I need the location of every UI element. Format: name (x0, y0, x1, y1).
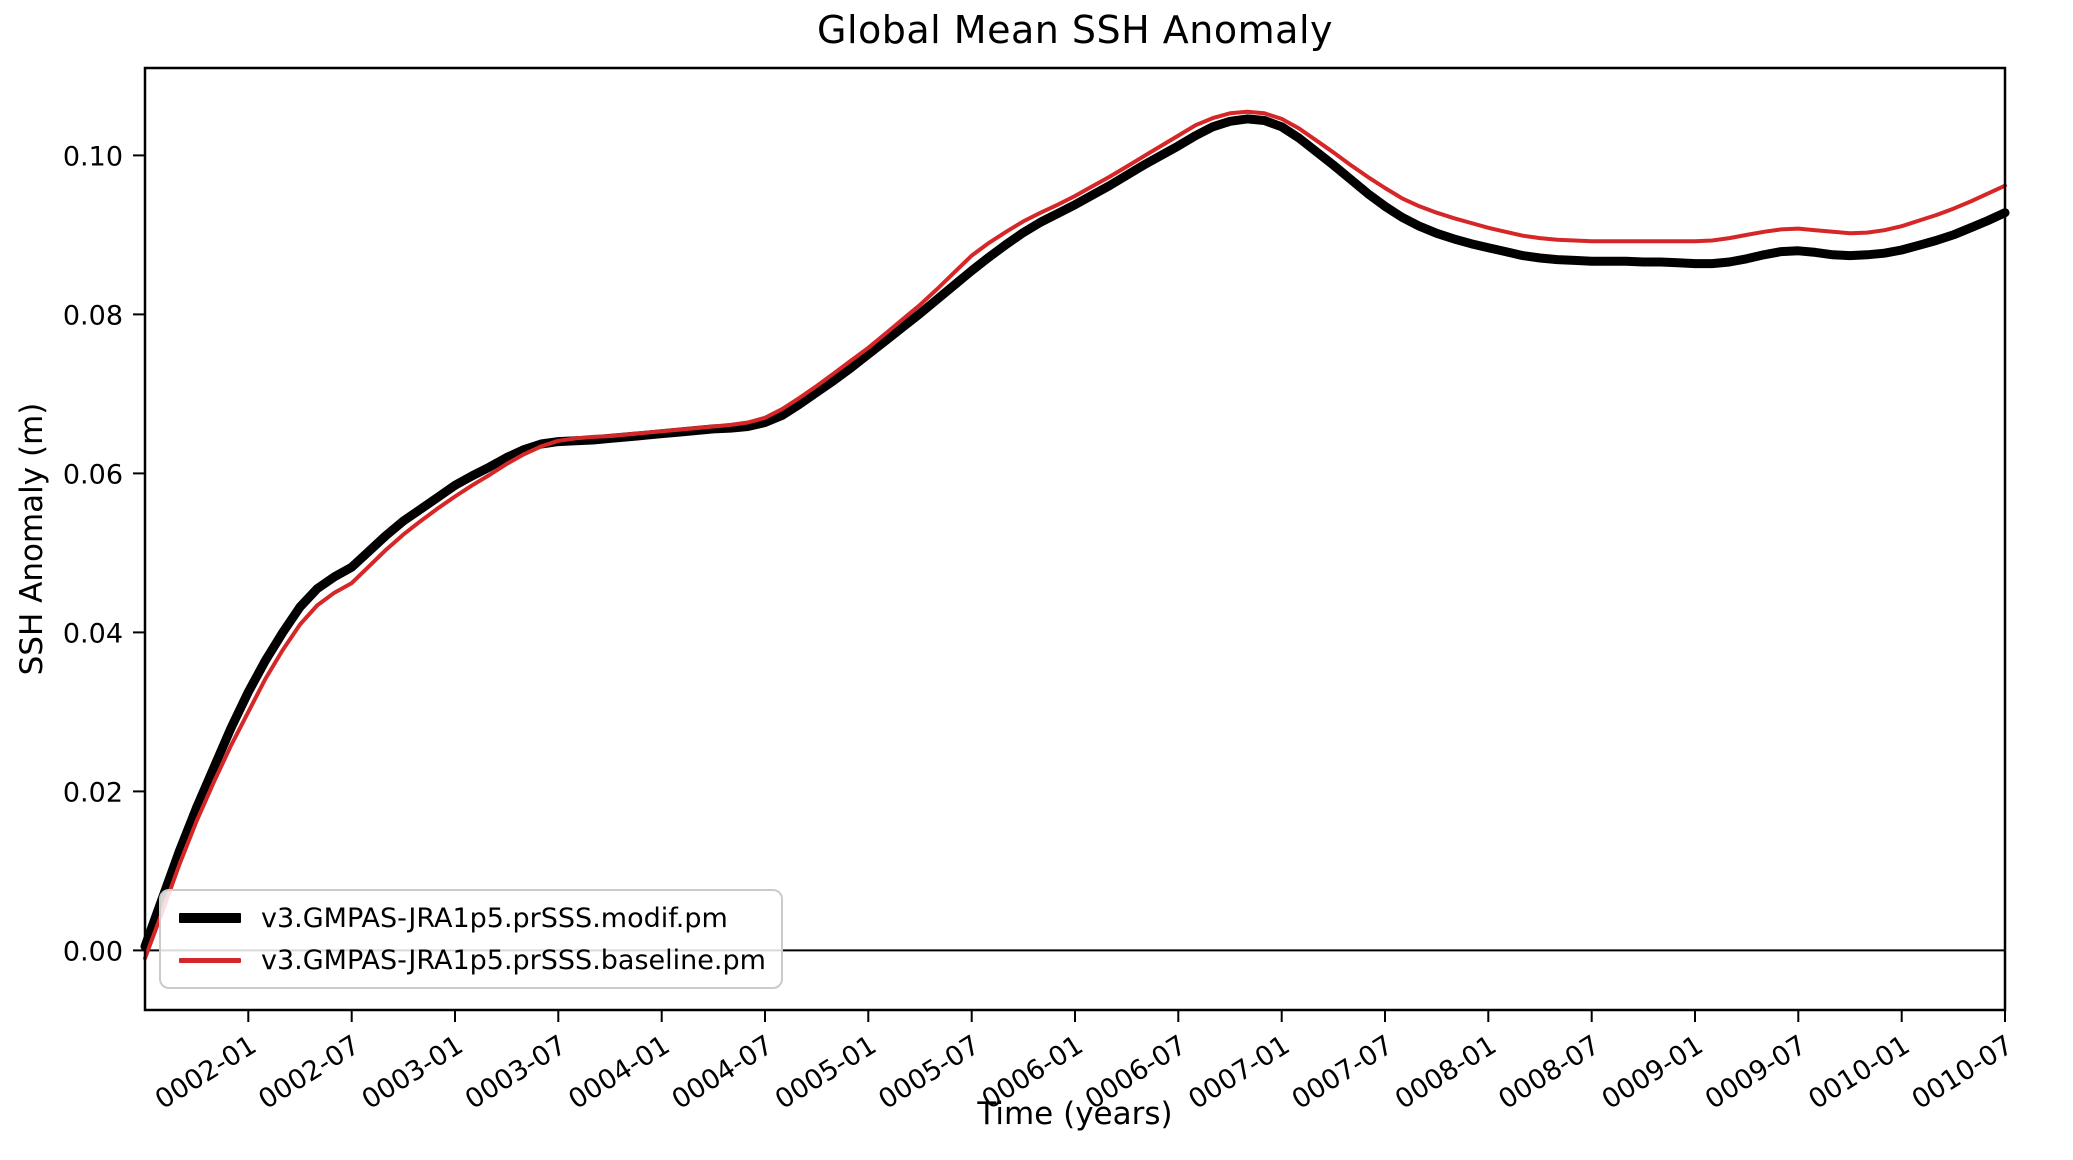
y-tick-label: 0.10 (63, 141, 123, 172)
legend-label-baseline: v3.GMPAS-JRA1p5.prSSS.baseline.pm (261, 944, 766, 976)
y-tick-label: 0.06 (63, 459, 123, 490)
y-tick-label: 0.04 (63, 618, 123, 649)
chart-title: Global Mean SSH Anomaly (817, 8, 1333, 52)
legend-entry-modif: v3.GMPAS-JRA1p5.prSSS.modif.pm (179, 899, 763, 937)
y-axis-label: SSH Anomaly (m) (14, 402, 50, 676)
legend-line-sample-modif (179, 913, 241, 923)
legend-label-modif: v3.GMPAS-JRA1p5.prSSS.modif.pm (261, 902, 728, 934)
legend: v3.GMPAS-JRA1p5.prSSS.modif.pm v3.GMPAS-… (159, 889, 783, 989)
series-line-modif (140, 114, 2010, 951)
y-tick-label: 0.08 (63, 300, 123, 331)
x-axis-label: Time (years) (977, 1096, 1173, 1132)
y-tick-label: 0.02 (63, 777, 123, 808)
y-tick-label: 0.00 (63, 936, 123, 967)
legend-line-sample-baseline (179, 957, 241, 963)
series-line-baseline (143, 109, 2007, 961)
legend-entry-baseline: v3.GMPAS-JRA1p5.prSSS.baseline.pm (179, 941, 766, 979)
